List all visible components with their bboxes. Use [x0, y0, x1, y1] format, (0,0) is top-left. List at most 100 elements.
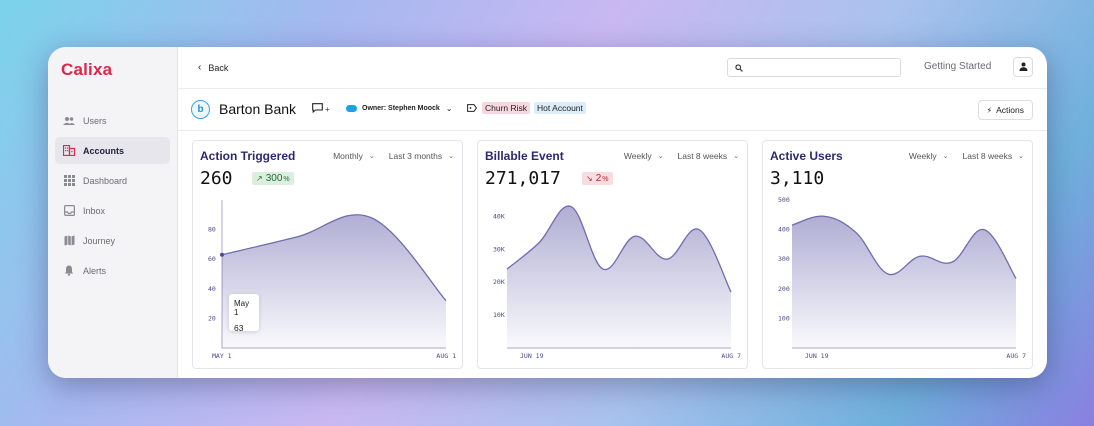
- x-tick-label: AUG 7: [721, 352, 741, 360]
- card-controls: Monthly ⌄ Last 3 months ⌄: [319, 151, 454, 161]
- sidebar-item-label: Accounts: [83, 145, 125, 156]
- x-tick-label: JUN 19: [805, 352, 829, 360]
- back-button[interactable]: ‹ Back: [198, 62, 228, 73]
- series-area: [792, 216, 1016, 348]
- person-icon: [1019, 58, 1028, 76]
- metric-value: 3,110: [770, 168, 825, 189]
- sidebar: Calixa Users Accounts Dashboard: [48, 47, 178, 378]
- search-box[interactable]: [727, 58, 901, 77]
- area-chart[interactable]: 100 200 300 400 500 JUN 19 AUG 7: [763, 196, 1034, 366]
- sidebar-item-label: Users: [83, 115, 107, 126]
- metric-value: 260: [200, 168, 233, 189]
- tag-churn-risk[interactable]: Churn Risk: [482, 102, 531, 114]
- account-logo: b: [191, 100, 210, 119]
- comment-plus: +: [325, 104, 330, 114]
- chevron-down-icon: ⌄: [368, 153, 375, 160]
- range-label: Last 8 weeks: [677, 151, 728, 161]
- y-tick-label: 40: [208, 285, 216, 293]
- y-tick-label: 60: [208, 255, 216, 263]
- x-tick-label: JUN 19: [520, 352, 544, 360]
- range-dropdown[interactable]: Last 3 months ⌄: [389, 151, 454, 161]
- card-title: Billable Event: [485, 149, 564, 163]
- chevron-down-icon: ⌄: [733, 153, 739, 160]
- bell-icon: [63, 265, 75, 277]
- chevron-down-icon: ⌄: [942, 153, 949, 160]
- sidebar-item-label: Inbox: [83, 205, 106, 216]
- y-tick-label: 80: [208, 226, 216, 234]
- period-label: Monthly: [333, 151, 363, 161]
- owner-dropdown[interactable]: Owner: Stephen Moock ⌄: [346, 104, 453, 113]
- users-icon: [63, 115, 75, 127]
- tooltip-value: 63: [234, 323, 244, 333]
- y-tick-label: 500: [778, 196, 790, 204]
- y-tick-label: 10K: [493, 311, 505, 319]
- metric-cards: Action Triggered Monthly ⌄ Last 3 months…: [192, 140, 1033, 369]
- y-tick-label: 20: [208, 314, 216, 322]
- x-tick-label: AUG 1: [436, 352, 456, 360]
- change-value: 300: [265, 173, 283, 184]
- chevron-down-icon: ⌄: [448, 153, 454, 160]
- tag-hot-account[interactable]: Hot Account: [534, 102, 586, 114]
- back-label: Back: [208, 62, 229, 73]
- chevron-down-icon: ⌄: [657, 153, 664, 160]
- period-dropdown[interactable]: Weekly ⌄: [909, 151, 949, 161]
- accounts-icon: [63, 145, 75, 157]
- search-input[interactable]: [747, 62, 887, 73]
- card-controls: Weekly ⌄ Last 8 weeks ⌄: [895, 151, 1024, 161]
- dashboard-icon: [63, 175, 75, 187]
- app-logo[interactable]: Calixa: [61, 60, 113, 79]
- y-tick-label: 300: [778, 255, 790, 263]
- actions-button[interactable]: ⚡︎ Actions: [977, 100, 1033, 120]
- sidebar-item-journey[interactable]: Journey: [55, 227, 170, 254]
- period-dropdown[interactable]: Monthly ⌄: [333, 151, 375, 161]
- metric-value: 271,017: [485, 168, 561, 189]
- chevron-down-icon: ⌄: [445, 104, 453, 113]
- range-dropdown[interactable]: Last 8 weeks ⌄: [678, 151, 740, 161]
- period-dropdown[interactable]: Weekly ⌄: [624, 151, 664, 161]
- sidebar-item-inbox[interactable]: Inbox: [55, 197, 170, 224]
- change-unit: %: [602, 176, 609, 183]
- y-tick-label: 20K: [493, 278, 505, 286]
- card-title: Action Triggered: [200, 149, 296, 163]
- account-name: Barton Bank: [219, 101, 297, 117]
- y-tick-label: 30K: [493, 245, 505, 253]
- y-tick-label: 400: [778, 226, 790, 234]
- add-comment-button[interactable]: +: [312, 103, 330, 115]
- series-area: [222, 214, 446, 348]
- journey-icon: [63, 235, 75, 247]
- comment-icon: [312, 103, 323, 115]
- chevron-down-icon: ⌄: [1018, 153, 1024, 160]
- sidebar-item-accounts[interactable]: Accounts: [55, 137, 170, 164]
- sidebar-item-label: Journey: [83, 235, 116, 246]
- area-chart[interactable]: 10K 20K 30K 40K JUN 19 AUG 7: [478, 196, 749, 366]
- sidebar-item-label: Alerts: [83, 265, 107, 276]
- trending-up-icon: ↗: [256, 174, 263, 183]
- series-line: [506, 205, 732, 293]
- period-label: Weekly: [908, 151, 937, 161]
- metric-card-action-triggered: Action Triggered Monthly ⌄ Last 3 months…: [192, 140, 463, 369]
- series-line: [221, 214, 447, 302]
- area-chart[interactable]: 20 40 60 80 MAY 1 AUG 1: [193, 196, 464, 366]
- chevron-left-icon: ‹: [198, 62, 202, 73]
- tooltip-date: May 1: [234, 299, 250, 317]
- tag-icon[interactable]: [467, 104, 477, 112]
- user-menu-button[interactable]: [1013, 57, 1033, 77]
- sidebar-item-alerts[interactable]: Alerts: [55, 257, 170, 284]
- sidebar-item-users[interactable]: Users: [55, 107, 170, 134]
- actions-label: Actions: [996, 105, 1024, 115]
- sidebar-nav: Users Accounts Dashboard Inbox: [55, 107, 170, 287]
- y-tick-label: 100: [778, 314, 790, 322]
- change-value: 2: [595, 173, 602, 184]
- app-window: Calixa Users Accounts Dashboard: [48, 47, 1047, 378]
- main-content: ‹ Back Getting Started b Barton Bank: [178, 47, 1047, 378]
- series-area: [507, 206, 731, 348]
- salesforce-cloud-icon: [346, 105, 357, 112]
- chart-tooltip: May 1 63: [229, 294, 259, 333]
- y-tick-label: 40K: [493, 212, 505, 220]
- getting-started-link[interactable]: Getting Started: [924, 61, 992, 72]
- lightning-icon: ⚡︎: [986, 105, 993, 115]
- account-header: b Barton Bank + Owner: Stephen Moock ⌄ C…: [178, 89, 1047, 131]
- card-title: Active Users: [770, 149, 843, 163]
- range-dropdown[interactable]: Last 8 weeks ⌄: [963, 151, 1025, 161]
- sidebar-item-dashboard[interactable]: Dashboard: [55, 167, 170, 194]
